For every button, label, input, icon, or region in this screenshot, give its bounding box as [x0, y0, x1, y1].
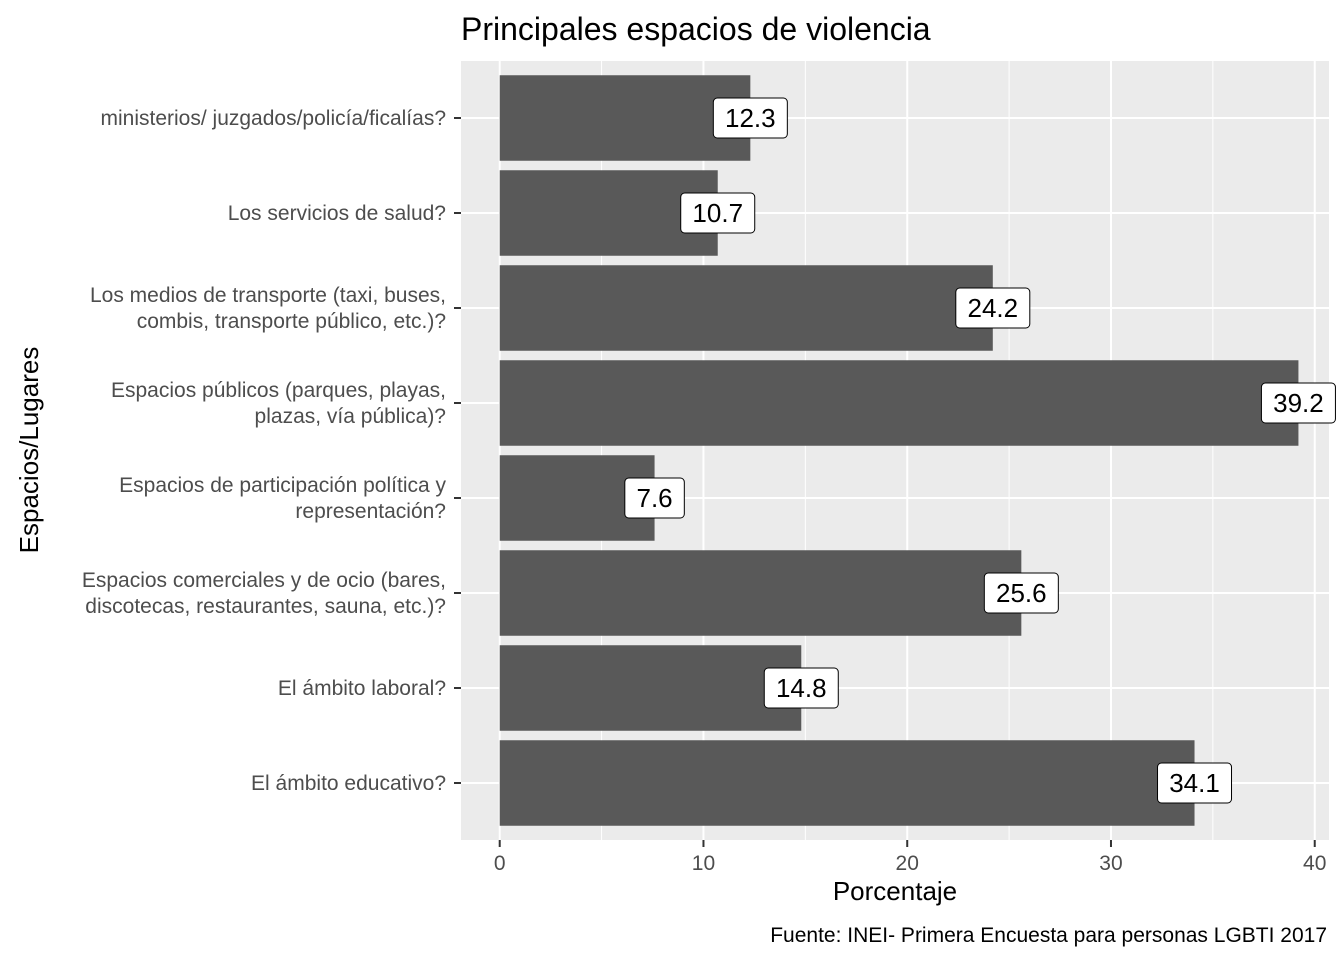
x-tick-label: 20 [896, 852, 919, 875]
y-axis-label: Espacios/Lugares [14, 347, 44, 554]
value-label: 7.6 [624, 477, 685, 519]
y-tick-label: Espacios públicos (parques, playas, [111, 379, 446, 402]
value-label: 14.8 [763, 667, 839, 709]
x-tick-label: 0 [494, 852, 506, 875]
value-label-text: 7.6 [636, 483, 672, 513]
value-label-text: 24.2 [967, 293, 1018, 323]
value-label: 25.6 [983, 572, 1059, 614]
value-label-text: 34.1 [1169, 768, 1220, 798]
x-tick-label: 10 [692, 852, 715, 875]
x-axis-ticks: 0 10 20 30 40 [494, 840, 1326, 875]
bar [499, 550, 1022, 636]
value-label: 24.2 [955, 287, 1031, 329]
value-label-box [1260, 382, 1336, 424]
value-label-text: 39.2 [1273, 388, 1324, 418]
y-tick-label: plazas, vía pública)? [255, 405, 446, 428]
bar [499, 645, 802, 731]
value-label-box [680, 192, 756, 234]
value-label: 34.1 [1157, 762, 1233, 804]
value-label-box [763, 667, 839, 709]
value-label-text: 14.8 [776, 673, 827, 703]
y-tick-label: combis, transporte público, etc.)? [137, 310, 446, 333]
y-tick-label: representación? [295, 500, 446, 523]
value-label-text: 10.7 [692, 198, 743, 228]
y-tick-label: El ámbito laboral? [278, 677, 446, 700]
y-tick-label: Espacios comerciales y de ocio (bares, [82, 569, 446, 592]
x-tick-label: 30 [1099, 852, 1122, 875]
value-label: 12.3 [712, 97, 788, 139]
value-label-box [712, 97, 788, 139]
y-axis-ticks: ministerios/ juzgados/policía/ficalías? L… [82, 107, 461, 795]
bars [499, 75, 1299, 826]
y-tick-label: Espacios de participación política y [119, 474, 446, 497]
y-tick-label: discotecas, restaurantes, sauna, etc.)? [85, 595, 446, 618]
value-label-box [1157, 762, 1233, 804]
value-label-text: 12.3 [725, 103, 776, 133]
y-tick-label: El ámbito educativo? [251, 772, 446, 795]
x-axis-label: Porcentaje [833, 876, 957, 906]
y-tick-label: ministerios/ juzgados/policía/ficalías? [101, 107, 447, 130]
value-label: 39.2 [1260, 382, 1336, 424]
chart-title: Principales espacios de violencia [461, 11, 931, 47]
value-label-box [955, 287, 1031, 329]
value-label: 10.7 [680, 192, 756, 234]
value-labels: 12.3 10.7 24.2 39.2 7.6 25.6 14.8 34.1 [624, 97, 1336, 804]
value-label-box [624, 477, 685, 519]
chart-caption: Fuente: INEI- Primera Encuesta para pers… [770, 924, 1327, 947]
bar [499, 75, 751, 161]
bar [499, 360, 1299, 446]
y-tick-label: Los medios de transporte (taxi, buses, [90, 284, 446, 307]
value-label-box [983, 572, 1059, 614]
y-tick-label: Los servicios de salud? [228, 202, 446, 225]
value-label-text: 25.6 [996, 578, 1047, 608]
bar [499, 265, 993, 351]
bar [499, 740, 1195, 826]
x-tick-label: 40 [1303, 852, 1326, 875]
